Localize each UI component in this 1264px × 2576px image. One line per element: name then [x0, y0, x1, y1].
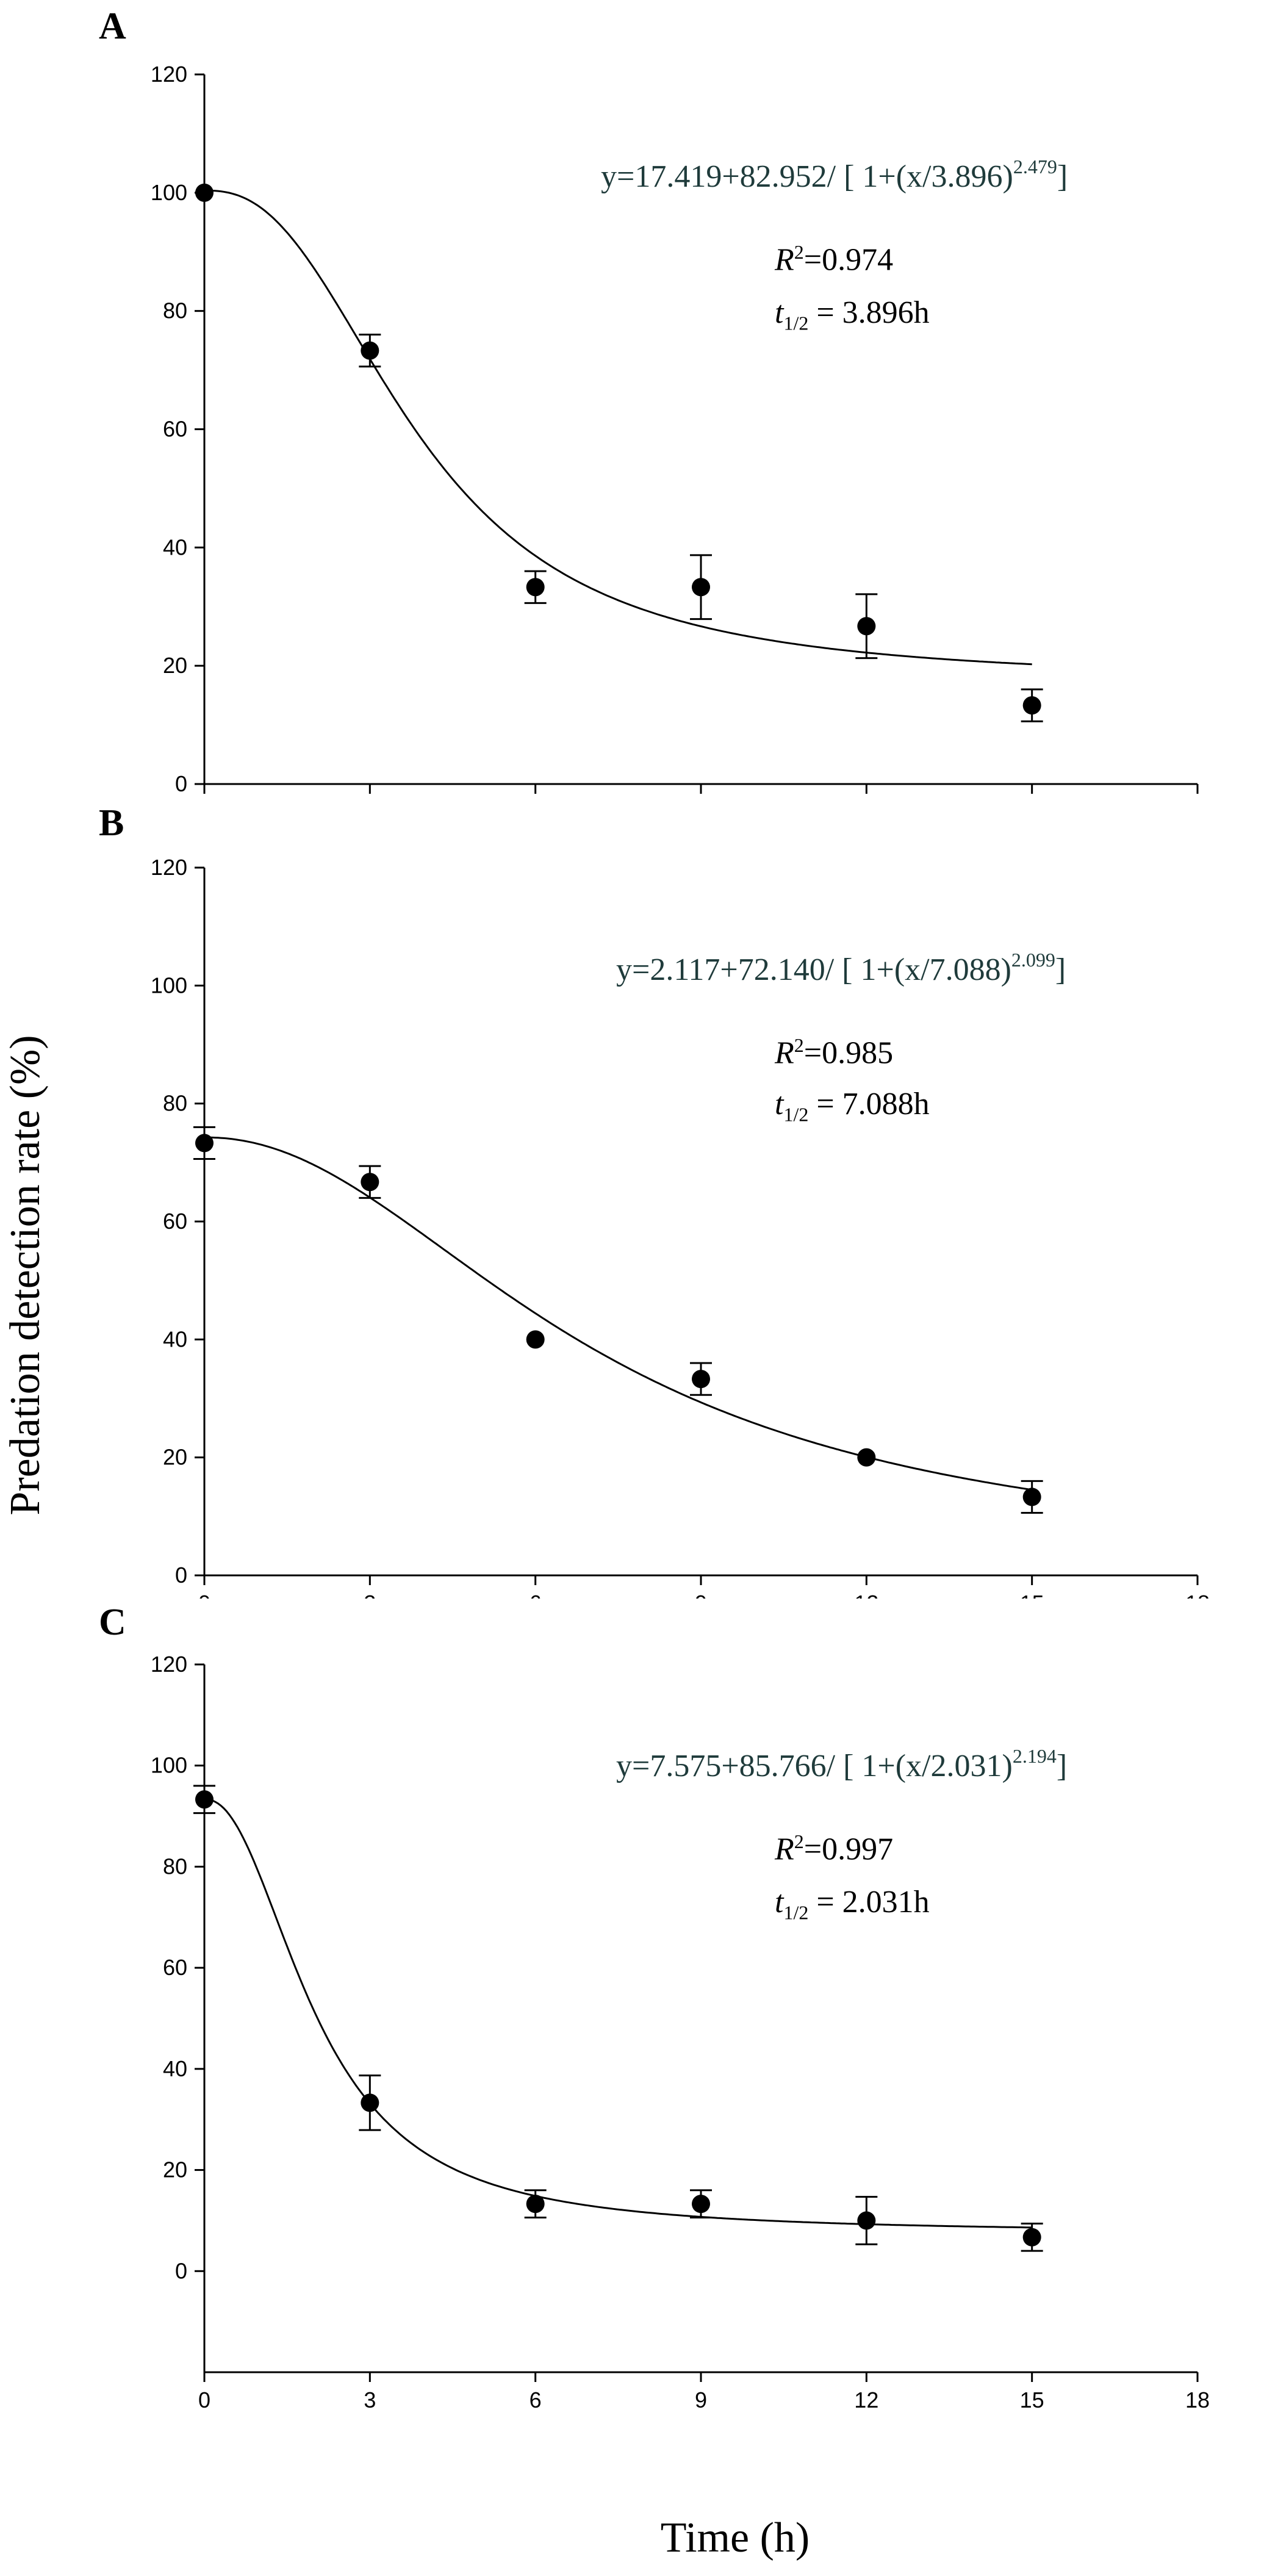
data-point	[857, 2211, 876, 2230]
y-tick-label: 20	[163, 1445, 187, 1470]
x-axis-title: Time (h)	[660, 2514, 810, 2561]
y-tick-label: 20	[163, 2157, 187, 2182]
data-point	[692, 1370, 710, 1389]
y-tick-label: 80	[163, 1091, 187, 1116]
half-life: t1/2 = 3.896h	[775, 295, 930, 334]
x-tick-label: 12	[854, 1591, 878, 1599]
chart-c: 0 20 40 60 80 100 120 0 3 6 9 12 15 18	[151, 1652, 1210, 2412]
y-tick-label: 60	[163, 1955, 187, 1980]
y-tick-label: 0	[175, 1563, 187, 1588]
y-tick-label: 100	[151, 973, 187, 998]
y-tick-label: 120	[151, 62, 187, 87]
data-point	[526, 1330, 545, 1349]
data-point	[1022, 2228, 1041, 2247]
data-point	[526, 578, 545, 597]
x-tick-label: 12	[854, 2387, 878, 2412]
x-tick-label: 0	[198, 1591, 210, 1599]
data-point	[361, 341, 379, 360]
data-point	[195, 1790, 214, 1809]
data-point	[692, 2195, 710, 2214]
x-tick-label: 9	[695, 1591, 707, 1599]
r-squared: R2=0.985	[775, 1034, 894, 1071]
y-tick-label: 0	[175, 2258, 187, 2283]
y-tick-label: 40	[163, 1326, 187, 1351]
x-tick-label: 15	[1020, 1591, 1044, 1599]
data-point	[1022, 696, 1041, 715]
x-tick-label: 3	[364, 1591, 376, 1599]
fit-equation: y=2.117+72.140/ [ 1+(x/7.088)2.099]	[616, 949, 1066, 987]
fit-curve	[204, 1136, 1032, 1491]
y-tick-label: 60	[163, 1209, 187, 1234]
y-tick-label: 40	[163, 534, 187, 559]
y-tick-label: 80	[163, 298, 187, 323]
x-tick-label: 6	[530, 2387, 542, 2412]
panel-b: B 0 20 40 60 80 100 120 0 3 6 9 12 15 18 y=2.117+72.1…	[0, 799, 1264, 1599]
half-life: t1/2 = 2.031h	[775, 1885, 930, 1924]
half-life: t1/2 = 7.088h	[775, 1087, 930, 1126]
r-squared: R2=0.974	[775, 241, 894, 278]
x-tick-label: 9	[695, 2387, 707, 2412]
y-tick-label: 20	[163, 653, 187, 678]
panel-c: C 0 20 40 60 80 100 120 0 3 6 9 12 15 18 y=7.575+85.7…	[0, 1599, 1264, 2514]
data-point	[361, 1173, 379, 1192]
data-point	[692, 578, 710, 597]
y-tick-label: 60	[163, 417, 187, 442]
panel-letter: B	[99, 802, 124, 844]
y-tick-label: 80	[163, 1854, 187, 1879]
fit-curve	[204, 1798, 1032, 2229]
y-tick-label: 40	[163, 2056, 187, 2081]
data-point	[361, 2093, 379, 2112]
fit-equation: y=17.419+82.952/ [ 1+(x/3.896)2.479]	[601, 156, 1068, 194]
y-tick-label: 0	[175, 771, 187, 796]
data-point	[195, 183, 214, 202]
x-tick-label: 18	[1185, 2387, 1210, 2412]
y-tick-label: 100	[151, 1753, 187, 1778]
chart-b: 0 20 40 60 80 100 120 0 3 6 9 12 15 18	[151, 855, 1210, 1599]
data-point	[195, 1134, 214, 1153]
y-tick-label: 120	[151, 855, 187, 880]
r-squared: R2=0.997	[775, 1830, 894, 1867]
x-tick-label: 18	[1185, 1591, 1210, 1599]
y-axis-title: Predation detection rate (%)	[2, 1035, 49, 1516]
x-tick-label: 3	[364, 2387, 376, 2412]
panel-letter: A	[99, 5, 126, 47]
y-tick-label: 120	[151, 1652, 187, 1677]
data-point	[1022, 1488, 1041, 1506]
data-point	[526, 2195, 545, 2214]
data-point	[857, 1448, 876, 1467]
data-point	[857, 617, 876, 636]
panel-letter: C	[99, 1602, 126, 1643]
y-tick-label: 100	[151, 180, 187, 205]
fit-equation: y=7.575+85.766/ [ 1+(x/2.031)2.194]	[616, 1745, 1068, 1783]
x-tick-label: 15	[1020, 2387, 1044, 2412]
fit-curve	[204, 189, 1032, 666]
x-tick-label: 6	[530, 1591, 542, 1599]
x-tick-label: 0	[198, 2387, 210, 2412]
